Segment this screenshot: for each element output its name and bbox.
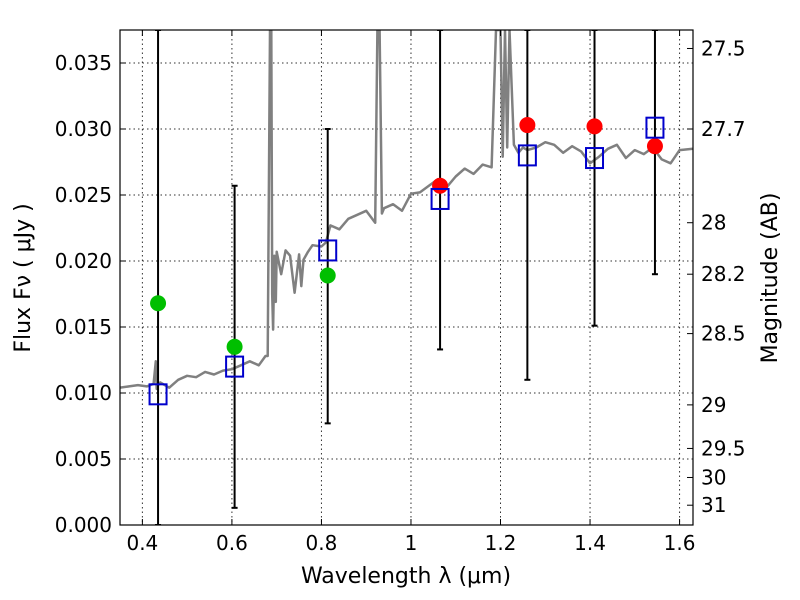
model-photometry-square <box>148 383 168 406</box>
y2-tick-label: 27.5 <box>701 36 746 60</box>
y-tick-label: 0.025 <box>55 183 112 207</box>
model-photometry-square <box>430 187 450 210</box>
plot-frame <box>119 29 694 526</box>
y-tick-label: 0.005 <box>55 447 112 471</box>
x-tick-label: 1.6 <box>664 531 696 555</box>
x-tick-label: 0.4 <box>126 531 158 555</box>
x-tick-label: 1.4 <box>574 531 606 555</box>
plot-area <box>120 30 693 525</box>
y2-tick-label: 31 <box>701 493 726 517</box>
red-data-point <box>646 138 663 155</box>
model-photometry-square <box>225 355 245 378</box>
y2-tick-label: 29.5 <box>701 436 746 460</box>
x-tick-label: 1 <box>405 531 418 555</box>
x-tick-label: 0.8 <box>306 531 338 555</box>
x-tick-label: 1.2 <box>485 531 517 555</box>
x-axis-label: Wavelength λ (μm) <box>301 564 511 589</box>
y-tick-label: 0.010 <box>55 381 112 405</box>
y2-tick-label: 28 <box>701 211 726 235</box>
model-photometry-square <box>517 144 537 167</box>
red-data-point <box>519 117 536 134</box>
model-photometry-square <box>318 239 338 262</box>
y-tick-label: 0.035 <box>55 51 112 75</box>
green-data-point <box>150 295 167 312</box>
green-data-point <box>319 267 336 284</box>
y2-axis-label: Magnitude (AB) <box>758 193 783 364</box>
y2-tick-label: 29 <box>701 393 726 417</box>
tick-labels: 0.4 0.6 0.8 1 1.2 1.4 1.6 0.000 0.005 0.010 0.015 0… <box>55 36 746 555</box>
model-photometry-square <box>645 116 665 139</box>
spectrum-line <box>120 30 693 391</box>
y-tick-label: 0.030 <box>55 117 112 141</box>
green-data-point <box>226 338 243 355</box>
y-axis-label: Flux Fν ( μJy ) <box>11 203 36 352</box>
ticks <box>120 30 693 526</box>
x-tick-label: 0.6 <box>216 531 248 555</box>
y-tick-label: 0.000 <box>55 513 112 537</box>
red-data-point <box>432 177 449 194</box>
plot-background <box>120 30 693 525</box>
y-tick-label: 0.015 <box>55 315 112 339</box>
y2-tick-label: 30 <box>701 465 726 489</box>
y2-tick-label: 28.2 <box>701 262 746 286</box>
y-tick-label: 0.020 <box>55 249 112 273</box>
y2-tick-label: 28.5 <box>701 322 746 346</box>
red-data-point <box>586 118 603 135</box>
model-photometry-square <box>585 147 605 170</box>
y2-tick-label: 27.7 <box>701 117 746 141</box>
